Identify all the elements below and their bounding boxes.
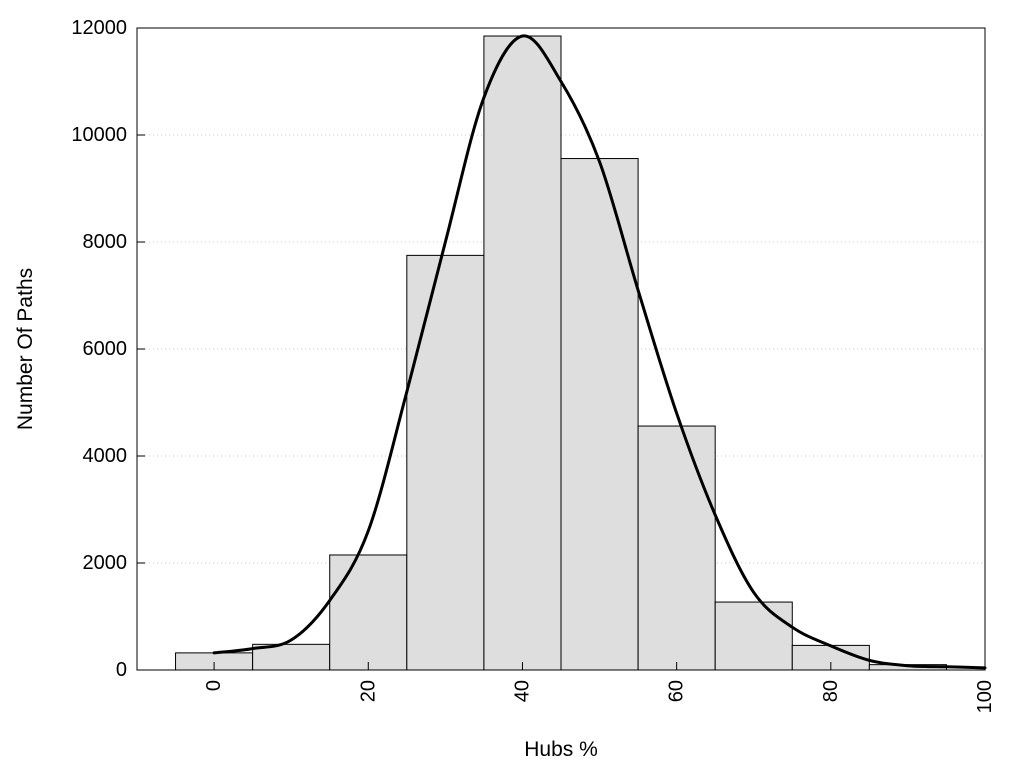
x-tick-label: 0 — [203, 680, 225, 691]
histogram-bar — [329, 554, 408, 671]
y-tick-label: 0 — [116, 659, 127, 681]
histogram-bar — [714, 601, 793, 671]
y-axis-label: Number Of Paths — [14, 268, 37, 430]
histogram-bar — [483, 35, 562, 671]
bars — [175, 35, 947, 671]
histogram-bar — [406, 254, 485, 671]
x-tick-label: 60 — [666, 680, 688, 702]
x-tick-label: 40 — [511, 680, 533, 702]
x-axis-ticks: 0 20 40 60 80 100 — [203, 662, 996, 713]
y-tick-label: 12000 — [71, 17, 127, 39]
x-tick-label: 20 — [357, 680, 379, 702]
histogram-bar — [637, 425, 716, 671]
y-tick-label: 6000 — [83, 338, 128, 360]
y-tick-label: 10000 — [71, 124, 127, 146]
y-tick-label: 8000 — [83, 231, 128, 253]
y-axis-ticks: 0 2000 4000 6000 8000 10000 12000 — [71, 17, 145, 681]
density-curve-layer — [212, 34, 987, 670]
x-axis-label: Hubs % — [524, 738, 598, 761]
y-tick-label: 2000 — [83, 552, 128, 574]
density-curve — [212, 34, 987, 670]
histogram-bar — [560, 158, 639, 671]
y-tick-label: 4000 — [83, 445, 128, 467]
x-tick-label: 80 — [820, 680, 842, 702]
x-tick-label: 100 — [974, 680, 996, 713]
